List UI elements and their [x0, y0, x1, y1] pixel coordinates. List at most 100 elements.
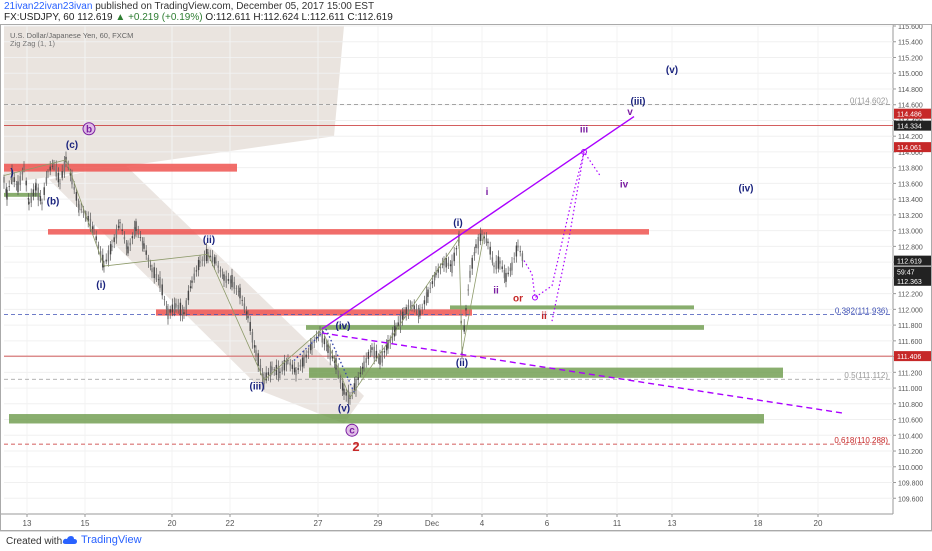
candle-body	[473, 252, 476, 256]
y-tick-label: 113.200	[898, 213, 923, 220]
candle-body	[25, 180, 27, 186]
candle-body	[319, 332, 321, 334]
tradingview-brand[interactable]: TradingView	[62, 534, 142, 546]
wave-label: (i)	[453, 218, 462, 229]
author-link[interactable]: 21ivan22ivan23ivan	[4, 1, 93, 12]
created-with-text: Created with	[6, 536, 63, 547]
candle-body	[407, 304, 410, 315]
candle-body	[469, 270, 471, 278]
candle-body	[23, 167, 25, 169]
candle-body	[505, 272, 507, 282]
candle-body	[387, 340, 389, 349]
candle-body	[43, 187, 45, 195]
candle-body	[485, 238, 488, 243]
y-tick-label: 114.800	[898, 87, 923, 94]
candle-body	[233, 282, 235, 289]
wave-label: b	[86, 124, 92, 135]
candle-body	[283, 360, 286, 371]
candle-body	[105, 259, 107, 262]
candle-body	[449, 264, 452, 267]
candle-body	[15, 184, 18, 185]
ohlc-close: C:112.619	[347, 12, 393, 23]
candle-body	[115, 229, 118, 239]
x-tick-label: Dec	[425, 519, 439, 528]
candle-body	[331, 356, 334, 359]
candle-body	[191, 280, 193, 283]
price-badge	[894, 120, 931, 131]
candle-body	[147, 257, 150, 262]
candle-body	[6, 189, 8, 200]
candle-body	[151, 268, 153, 273]
candle-body	[451, 260, 453, 273]
candle-body	[517, 245, 519, 248]
candle-body	[129, 242, 131, 246]
price-badge-label: 111.406	[897, 354, 921, 361]
candle-body	[32, 189, 35, 197]
candle-body	[399, 314, 402, 328]
candle-body	[415, 309, 418, 311]
candle-body	[433, 274, 436, 281]
candle-body	[513, 258, 515, 260]
candle-body	[215, 261, 217, 264]
candle-body	[82, 211, 85, 213]
candle-body	[231, 275, 233, 288]
candle-body	[393, 325, 396, 337]
price-badge	[894, 108, 931, 119]
candle-body	[301, 357, 304, 367]
brand-label: TradingView	[81, 534, 142, 546]
wave-label: (iv)	[739, 183, 754, 194]
candle-body	[249, 321, 251, 332]
candle-body	[435, 272, 437, 276]
wave-label: i	[486, 187, 489, 198]
candle-body	[367, 351, 370, 359]
x-tick-label: 18	[754, 519, 763, 528]
candle-body	[245, 311, 248, 315]
last-price: 112.619	[77, 12, 113, 23]
price-badge-label: 112.619	[897, 259, 922, 266]
price-change: +0.219 (+0.19%)	[128, 12, 203, 23]
x-tick-label: 13	[23, 519, 32, 528]
price-badge	[894, 255, 931, 266]
candle-body	[401, 311, 404, 320]
x-tick-label: 29	[374, 519, 383, 528]
candle-body	[269, 365, 272, 377]
candle-body	[153, 267, 155, 279]
ohlc-open: O:112.611	[205, 12, 251, 23]
candle-body	[189, 286, 192, 289]
level-label: 0.382(111.936)	[835, 306, 888, 315]
candle-body	[299, 365, 302, 367]
candle-body	[497, 256, 500, 269]
candle-body	[209, 255, 211, 258]
wave-label: ii	[541, 311, 547, 322]
y-tick-label: 115.400	[898, 40, 923, 47]
wave-label: or	[513, 293, 523, 304]
candle-body	[135, 221, 137, 232]
trendline	[325, 328, 355, 393]
candle-body	[475, 244, 477, 249]
price-badge	[894, 275, 931, 286]
candle-body	[419, 310, 421, 316]
wave-label: (iii)	[631, 97, 646, 108]
wave-label: (ii)	[456, 358, 468, 369]
y-tick-label: 111.600	[898, 339, 922, 346]
candle-body	[345, 392, 347, 396]
x-tick-label: 20	[168, 519, 177, 528]
candle-body	[139, 237, 142, 238]
green-zone	[450, 305, 694, 310]
candle-body	[95, 236, 97, 241]
candle-body	[257, 353, 259, 366]
candle-body	[185, 300, 187, 310]
candle-body	[39, 196, 42, 202]
price-chart[interactable]: 115.600 115.400 115.200 115.000 114.800 114.6…	[0, 24, 932, 531]
candle-body	[109, 244, 112, 255]
candle-body	[503, 270, 506, 279]
candle-body	[431, 281, 434, 285]
candle-body	[179, 302, 182, 316]
candle-body	[425, 292, 428, 303]
projection-path	[523, 150, 601, 299]
candle-body	[111, 245, 113, 248]
candle-body	[467, 289, 469, 291]
candle-body	[455, 248, 458, 250]
y-tick-label: 110.800	[898, 402, 923, 409]
